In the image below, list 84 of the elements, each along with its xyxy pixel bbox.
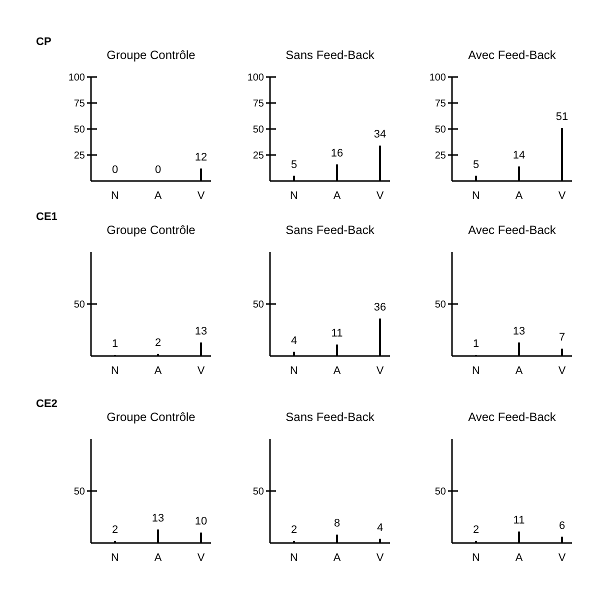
chart-title: Avec Feed-Back <box>468 410 557 424</box>
data-label: 0 <box>154 164 162 176</box>
data-label: 12 <box>194 152 208 164</box>
x-tick-label: N <box>111 190 120 202</box>
chart-title: Sans Feed-Back <box>286 410 376 424</box>
x-tick-label: V <box>197 365 206 377</box>
data-label: 10 <box>194 516 208 528</box>
data-label: 11 <box>513 514 525 527</box>
y-tick-label: 75 <box>74 98 86 110</box>
y-tick-label: 50 <box>434 486 446 498</box>
y-tick-label: 50 <box>252 300 264 310</box>
x-tick-label: N <box>290 190 298 202</box>
chart-title: Sans Feed-Back <box>286 223 376 237</box>
y-tick-label: 25 <box>74 150 86 162</box>
x-tick-label: A <box>333 552 342 564</box>
y-tick-label: 50 <box>434 124 446 136</box>
data-label: 14 <box>512 149 526 162</box>
chart-title: Sans Feed-Back <box>286 48 376 62</box>
y-tick-label: 50 <box>74 486 86 498</box>
data-label: 16 <box>330 147 344 160</box>
data-label: 8 <box>334 518 340 530</box>
x-tick-label: V <box>197 552 206 564</box>
data-label: 4 <box>376 522 384 534</box>
x-tick-label: N <box>472 552 480 564</box>
x-tick-label: A <box>515 365 524 377</box>
data-label: 5 <box>472 158 480 171</box>
x-tick-label: N <box>472 190 480 202</box>
data-label: 13 <box>512 325 526 338</box>
chart-title: Avec Feed-Back <box>468 48 557 62</box>
data-label: 1 <box>472 338 480 350</box>
data-label: 2 <box>154 336 162 349</box>
x-tick-label: V <box>376 190 384 202</box>
text: CP <box>36 36 52 48</box>
text: CE2 <box>36 398 58 410</box>
data-label: 5 <box>290 158 298 171</box>
y-tick-label: 50 <box>74 300 86 310</box>
data-label: 11 <box>331 328 343 340</box>
x-tick-label: N <box>290 552 298 564</box>
data-label: 2 <box>290 524 298 536</box>
x-tick-label: A <box>154 365 162 377</box>
data-label: 2 <box>472 524 480 536</box>
y-tick-label: 50 <box>434 300 446 310</box>
y-tick-label: 50 <box>252 486 264 498</box>
chart-title: Groupe Contrôle <box>106 410 196 424</box>
y-tick-label: 75 <box>252 98 264 110</box>
text: CE1 <box>36 211 58 223</box>
x-tick-label: N <box>290 365 298 377</box>
data-label: 0 <box>112 164 118 176</box>
data-label: 13 <box>152 512 164 524</box>
data-label: 34 <box>374 128 386 141</box>
chart-title: Avec Feed-Back <box>468 223 557 237</box>
y-tick-label: 50 <box>74 124 86 136</box>
data-label: 2 <box>112 524 118 536</box>
chart-title: Groupe Contrôle <box>106 223 196 237</box>
x-tick-label: N <box>111 552 120 564</box>
data-label: 6 <box>558 520 566 532</box>
x-tick-label: N <box>472 365 480 377</box>
x-tick-label: V <box>558 190 566 202</box>
x-tick-label: A <box>154 552 162 564</box>
chart-title: Groupe Contrôle <box>106 48 196 62</box>
y-tick-label: 100 <box>247 72 264 84</box>
data-label: 13 <box>194 325 208 338</box>
x-tick-label: V <box>558 365 566 377</box>
y-tick-label: 100 <box>68 72 86 84</box>
x-tick-label: A <box>515 552 524 564</box>
x-tick-label: V <box>376 365 384 377</box>
data-label: 36 <box>374 302 386 314</box>
x-tick-label: N <box>111 365 120 377</box>
y-tick-label: 25 <box>252 150 264 162</box>
x-tick-label: A <box>154 190 162 202</box>
y-tick-label: 25 <box>434 150 446 162</box>
data-label: 4 <box>290 334 298 347</box>
x-tick-label: A <box>333 365 342 377</box>
x-tick-label: V <box>197 190 206 202</box>
x-tick-label: V <box>376 552 384 564</box>
y-tick-label: 75 <box>434 98 446 110</box>
x-tick-label: A <box>333 190 342 202</box>
data-label: 7 <box>558 332 566 344</box>
x-tick-label: V <box>558 552 566 564</box>
data-label: 51 <box>556 110 568 123</box>
data-label: 1 <box>112 338 118 350</box>
y-tick-label: 100 <box>429 72 446 84</box>
x-tick-label: A <box>515 190 524 202</box>
y-tick-label: 50 <box>252 124 264 136</box>
